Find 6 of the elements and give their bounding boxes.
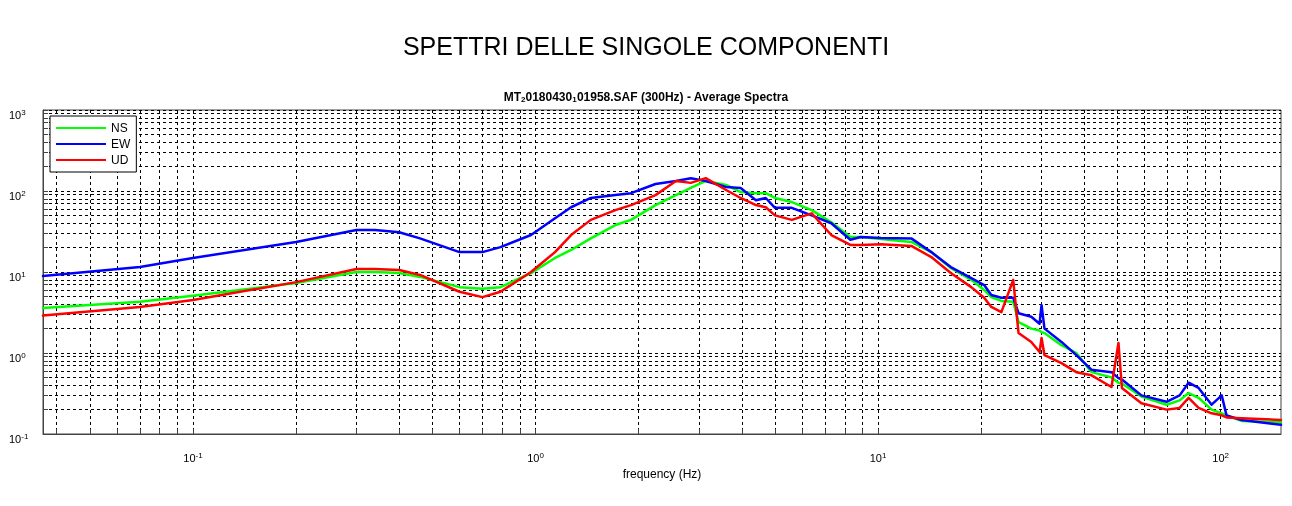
legend-label: UD: [111, 153, 129, 167]
x-axis-title: frequency (Hz): [622, 466, 702, 481]
chart-subtitle: MT20180430101958.SAF (300Hz) - Average Spectra: [503, 90, 789, 104]
legend-label: EW: [111, 137, 131, 151]
legend-label: NS: [111, 121, 128, 135]
chart-title: SPETTRI DELLE SINGOLE COMPONENTI: [402, 31, 890, 60]
